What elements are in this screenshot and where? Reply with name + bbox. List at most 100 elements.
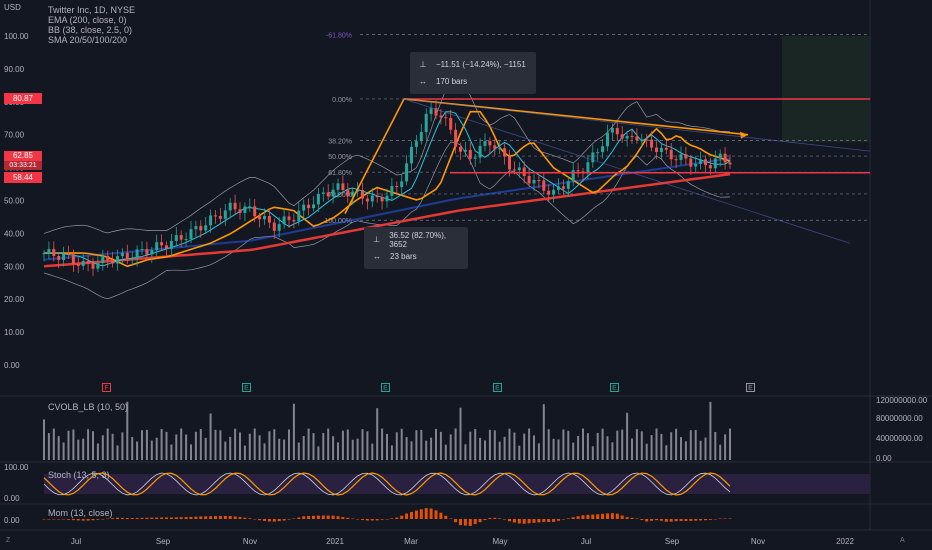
volume-bar — [155, 437, 158, 460]
volume-bar — [288, 429, 290, 460]
stoch-d-line — [43, 472, 731, 496]
indicator-sma[interactable]: SMA 20/50/100/200 — [48, 35, 128, 45]
event-marker-earnings[interactable]: F — [102, 383, 111, 392]
momentum-bar — [218, 516, 222, 519]
momentum-bar — [267, 519, 271, 522]
momentum-bar — [615, 513, 619, 519]
volume-bar — [190, 444, 192, 460]
volume-bar — [351, 439, 354, 460]
candle-body — [81, 260, 85, 266]
volume-bar — [317, 446, 320, 460]
candle-body — [498, 148, 502, 150]
candle-body — [625, 135, 629, 139]
fib-level-label: 38.20% — [328, 139, 352, 146]
volume-bar — [479, 437, 482, 460]
momentum-bar — [674, 519, 678, 522]
candle-body — [459, 146, 462, 152]
candle-body — [125, 252, 129, 260]
measure-tooltip-up[interactable]: ⊥ 36.52 (82.70%), 3652 ↔ 23 bars — [364, 227, 468, 269]
momentum-bar — [429, 508, 433, 519]
momentum-bar — [184, 517, 188, 519]
candle-body — [130, 258, 134, 260]
volume-bar — [601, 428, 604, 460]
candle-body — [258, 216, 262, 220]
measure-change: 36.52 (82.70%), 3652 — [389, 230, 447, 249]
volume-bar — [160, 428, 163, 460]
candle-body — [449, 117, 453, 130]
timezone-button[interactable]: Z — [6, 537, 11, 544]
momentum-bar — [287, 519, 291, 520]
volume-bar — [43, 419, 45, 460]
volume-bar — [655, 428, 658, 460]
candle-body — [199, 226, 203, 231]
symbol-title[interactable]: Twitter Inc, 1D, NYSE — [48, 5, 136, 15]
candle-body — [454, 129, 458, 147]
projection-box[interactable] — [782, 36, 870, 142]
volume-bar — [214, 429, 217, 460]
fib-level-label: 50.00% — [328, 154, 352, 161]
volume-bar — [518, 445, 521, 460]
volume-bar — [72, 429, 75, 460]
volume-bar — [724, 434, 727, 460]
momentum-bar — [463, 519, 467, 526]
x-tick-label: Sep — [156, 537, 171, 546]
event-marker-earnings[interactable]: E — [242, 383, 251, 392]
trendline-down — [403, 98, 749, 136]
event-marker-earnings[interactable]: E — [746, 383, 755, 392]
indicator-bb[interactable]: BB (38, close, 2.5, 0) — [48, 25, 133, 35]
volume-bar — [136, 441, 139, 460]
volume-pane-title[interactable]: CVOLB_LB (10, 50) — [48, 402, 129, 412]
candle-body — [160, 242, 164, 246]
momentum-bar — [361, 519, 364, 520]
momentum-bar — [503, 519, 507, 520]
candle-body — [243, 206, 247, 213]
candle-body — [405, 163, 409, 182]
candle-body — [120, 252, 124, 257]
volume-bar — [101, 435, 104, 460]
range-icon: ⊥ — [373, 235, 381, 244]
event-marker-earnings[interactable]: E — [493, 383, 502, 392]
volume-bar — [675, 428, 678, 460]
auto-scale-button[interactable]: A — [900, 537, 905, 544]
event-marker-earnings[interactable]: E — [610, 383, 619, 392]
candle-body — [635, 136, 639, 141]
candle-body — [321, 192, 325, 194]
channel-line — [403, 98, 851, 244]
candle-body — [218, 216, 222, 219]
volume-bar — [439, 431, 442, 460]
momentum-bar — [243, 517, 247, 519]
volume-bar — [689, 430, 692, 460]
volume-tick: 120000000.00 — [876, 396, 928, 405]
volume-bar — [577, 435, 580, 460]
volume-bar — [297, 442, 300, 460]
momentum-bar — [160, 517, 164, 519]
candle-body — [380, 197, 384, 202]
momentum-bar — [493, 517, 497, 519]
candle-body — [650, 139, 654, 148]
drawing-tools[interactable] — [344, 98, 871, 244]
volume-bar — [224, 441, 227, 460]
momentum-bar — [263, 519, 266, 521]
measure-bars: 23 bars — [390, 252, 417, 261]
volume-bar — [141, 430, 143, 460]
volume-bar — [67, 430, 70, 460]
stoch-pane-title[interactable]: Stoch (13, 5, 3) — [48, 470, 110, 480]
volume-bar — [537, 443, 540, 460]
measure-tooltip-down[interactable]: ⊥ −11.51 (−14.24%), −1151 ↔ 170 bars — [410, 52, 536, 94]
momentum-bar — [292, 518, 296, 519]
momentum-bar — [385, 519, 389, 520]
momentum-bar — [321, 515, 325, 519]
event-marker-earnings[interactable]: E — [381, 383, 390, 392]
momentum-bar — [209, 516, 213, 519]
volume-bar — [606, 436, 609, 460]
candle-body — [552, 189, 556, 195]
mom-pane-title[interactable]: Mom (13, close) — [48, 508, 113, 518]
candle-body — [52, 249, 56, 256]
indicator-ema[interactable]: EMA (200, close, 0) — [48, 15, 127, 25]
volume-bar — [57, 436, 60, 460]
candle-body — [576, 170, 580, 172]
candle-body — [174, 235, 178, 241]
momentum-bar — [414, 510, 418, 519]
momentum-bar — [512, 519, 516, 523]
